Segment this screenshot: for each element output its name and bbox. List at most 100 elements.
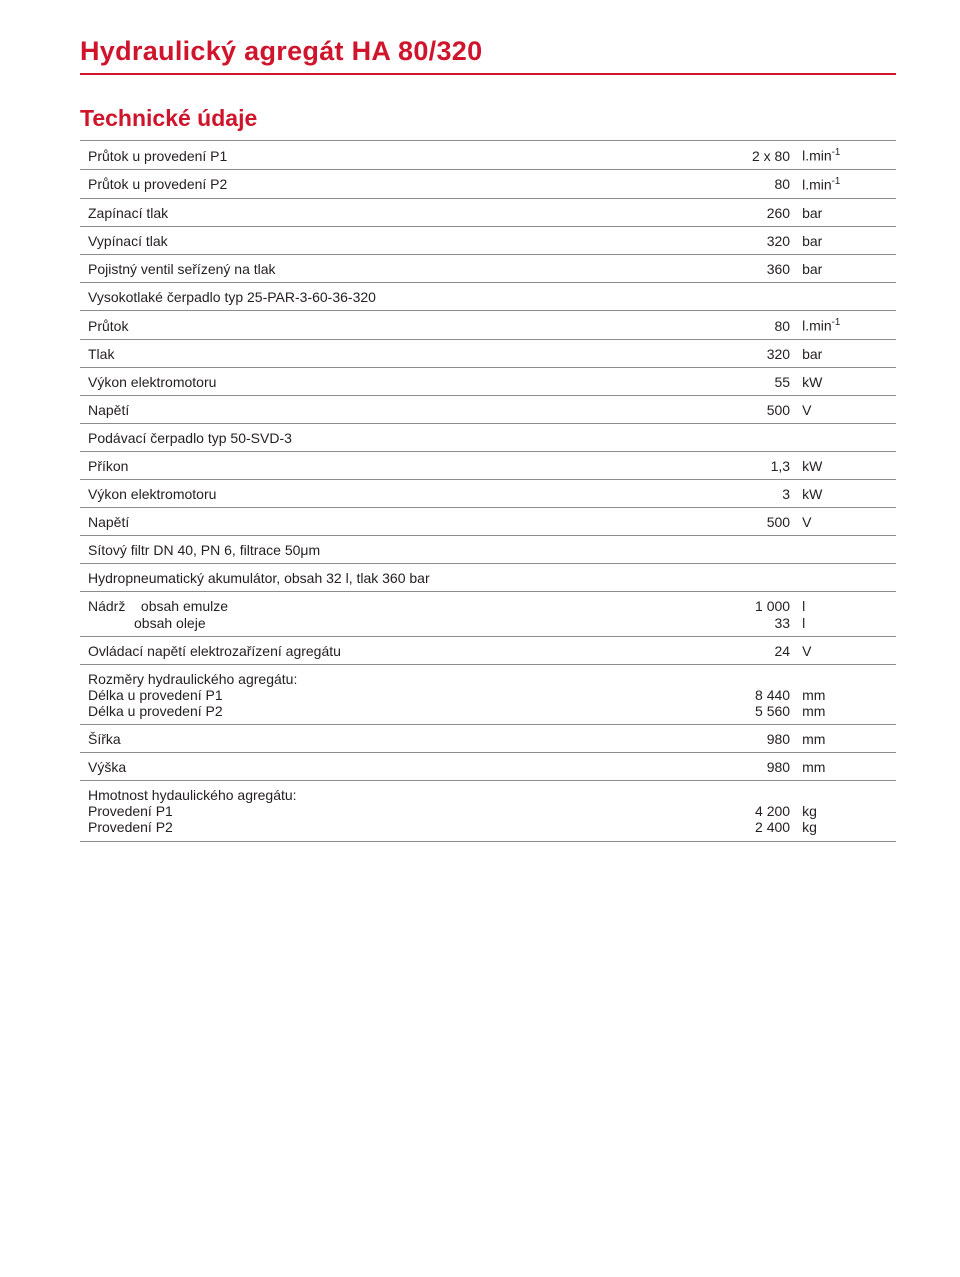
spec-value: 320 [586, 226, 798, 254]
table-row: Hmotnost hydaulického agregátu:Provedení… [80, 781, 896, 841]
spec-value-line: 8 440 [594, 687, 790, 703]
spec-unit-line: l [802, 598, 888, 614]
spec-value: 4 2002 400 [586, 781, 798, 841]
spacer [802, 787, 888, 803]
spec-label: Nádrž obsah emulzeobsah oleje [80, 592, 586, 636]
spec-value: 1,3 [586, 452, 798, 480]
section-subtitle: Technické údaje [80, 105, 896, 132]
spec-value: 320 [586, 339, 798, 367]
spec-label: Napětí [80, 508, 586, 536]
spacer [594, 671, 790, 687]
table-row: Rozměry hydraulického agregátu:Délka u p… [80, 664, 896, 724]
table-row: Vysokotlaké čerpadlo typ 25-PAR-3-60-36-… [80, 282, 896, 310]
spec-unit-line: l [802, 615, 888, 631]
spec-unit [798, 423, 896, 451]
table-row: Průtok u provedení P280l.min-1 [80, 169, 896, 198]
spec-label: Rozměry hydraulického agregátu:Délka u p… [80, 664, 586, 724]
spec-label: Hydropneumatický akumulátor, obsah 32 l,… [80, 564, 586, 592]
table-row: Vypínací tlak320bar [80, 226, 896, 254]
table-row: Výkon elektromotoru3kW [80, 480, 896, 508]
spec-label-line: Délka u provedení P2 [88, 703, 578, 719]
spec-label: Vysokotlaké čerpadlo typ 25-PAR-3-60-36-… [80, 282, 586, 310]
spec-unit: bar [798, 226, 896, 254]
spacer [594, 787, 790, 803]
spec-unit [798, 564, 896, 592]
spec-unit: kW [798, 367, 896, 395]
spec-label: Výkon elektromotoru [80, 367, 586, 395]
spec-label: Výška [80, 753, 586, 781]
spec-value: 55 [586, 367, 798, 395]
page: Hydraulický agregát HA 80/320 Technické … [0, 0, 960, 1277]
spec-unit: l.min-1 [798, 169, 896, 198]
table-row: Podávací čerpadlo typ 50-SVD-3 [80, 423, 896, 451]
spec-value: 2 x 80 [586, 141, 798, 170]
spec-value: 260 [586, 198, 798, 226]
spec-value-line: 33 [594, 615, 790, 631]
spec-value: 8 4405 560 [586, 664, 798, 724]
spec-value: 1 00033 [586, 592, 798, 636]
spec-label: Sítový filtr DN 40, PN 6, filtrace 50μm [80, 536, 586, 564]
spec-unit: V [798, 395, 896, 423]
spec-unit-line: mm [802, 687, 888, 703]
spec-table: Průtok u provedení P12 x 80l.min-1Průtok… [80, 140, 896, 842]
spec-unit: V [798, 508, 896, 536]
table-row: Zapínací tlak260bar [80, 198, 896, 226]
spec-unit: mm [798, 753, 896, 781]
spec-table-body: Průtok u provedení P12 x 80l.min-1Průtok… [80, 141, 896, 842]
title-block: Hydraulický agregát HA 80/320 [80, 36, 896, 75]
spec-unit-line: kg [802, 819, 888, 835]
spec-value: 24 [586, 636, 798, 664]
spec-unit: l.min-1 [798, 310, 896, 339]
spec-unit-line: mm [802, 703, 888, 719]
spec-value: 980 [586, 753, 798, 781]
spec-value-line: 1 000 [594, 598, 790, 614]
spec-label: Napětí [80, 395, 586, 423]
spec-value [586, 564, 798, 592]
table-row: Výkon elektromotoru55kW [80, 367, 896, 395]
spec-label: Průtok u provedení P2 [80, 169, 586, 198]
spec-value [586, 282, 798, 310]
spec-unit [798, 282, 896, 310]
spec-unit-line: kg [802, 803, 888, 819]
spec-unit: bar [798, 254, 896, 282]
table-row: Nádrž obsah emulzeobsah oleje1 00033ll [80, 592, 896, 636]
spec-value-line: 4 200 [594, 803, 790, 819]
spec-label: Hmotnost hydaulického agregátu:Provedení… [80, 781, 586, 841]
table-row: Tlak320bar [80, 339, 896, 367]
spec-label-line: Délka u provedení P1 [88, 687, 578, 703]
spec-label: Vypínací tlak [80, 226, 586, 254]
spec-label-line: obsah oleje [88, 615, 578, 631]
page-title: Hydraulický agregát HA 80/320 [80, 36, 896, 67]
spec-label: Šířka [80, 725, 586, 753]
spec-value: 500 [586, 508, 798, 536]
spec-value: 80 [586, 169, 798, 198]
spec-label-line: Rozměry hydraulického agregátu: [88, 671, 578, 687]
spec-unit: mmmm [798, 664, 896, 724]
spec-unit: bar [798, 198, 896, 226]
spec-unit: kW [798, 480, 896, 508]
spec-unit: l.min-1 [798, 141, 896, 170]
spec-label: Podávací čerpadlo typ 50-SVD-3 [80, 423, 586, 451]
spec-label: Průtok u provedení P1 [80, 141, 586, 170]
spec-value: 500 [586, 395, 798, 423]
spec-unit: mm [798, 725, 896, 753]
spec-value-line: 2 400 [594, 819, 790, 835]
spec-unit: ll [798, 592, 896, 636]
table-row: Sítový filtr DN 40, PN 6, filtrace 50μm [80, 536, 896, 564]
table-row: Pojistný ventil seřízený na tlak360bar [80, 254, 896, 282]
spec-label: Pojistný ventil seřízený na tlak [80, 254, 586, 282]
spec-value: 360 [586, 254, 798, 282]
table-row: Výška980mm [80, 753, 896, 781]
spec-unit: kgkg [798, 781, 896, 841]
table-row: Napětí500V [80, 508, 896, 536]
table-row: Hydropneumatický akumulátor, obsah 32 l,… [80, 564, 896, 592]
spec-label: Zapínací tlak [80, 198, 586, 226]
table-row: Šířka980mm [80, 725, 896, 753]
spec-value: 980 [586, 725, 798, 753]
table-row: Příkon1,3kW [80, 452, 896, 480]
spec-label-line: Nádrž obsah emulze [88, 598, 578, 614]
table-row: Průtok u provedení P12 x 80l.min-1 [80, 141, 896, 170]
table-row: Průtok80l.min-1 [80, 310, 896, 339]
spec-unit [798, 536, 896, 564]
spec-unit: V [798, 636, 896, 664]
